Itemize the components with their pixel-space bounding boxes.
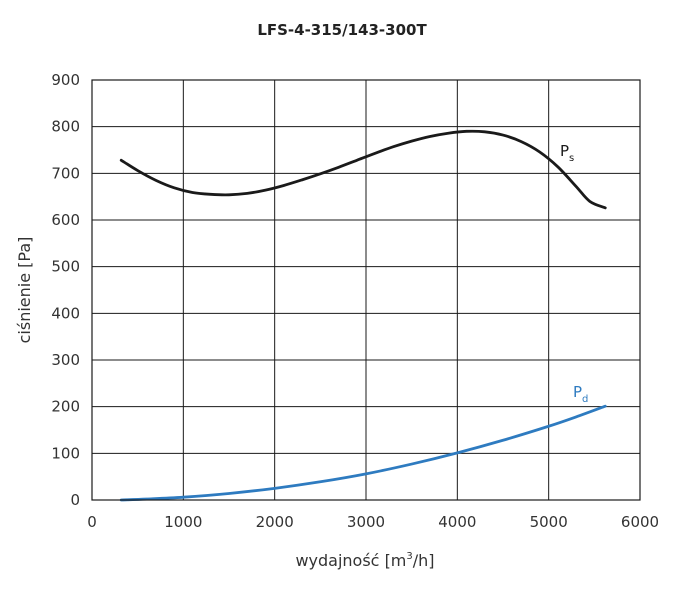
y-tick-label: 500 bbox=[51, 258, 80, 276]
y-tick-label: 400 bbox=[51, 304, 80, 322]
x-tick-label: 1000 bbox=[164, 513, 202, 531]
x-tick-label: 0 bbox=[87, 513, 97, 531]
y-tick-label: 700 bbox=[51, 164, 80, 182]
series-line-ps bbox=[119, 129, 607, 210]
x-tick-label: 2000 bbox=[256, 513, 294, 531]
y-tick-label: 100 bbox=[51, 444, 80, 462]
plot-frame bbox=[91, 79, 641, 501]
series-group bbox=[119, 129, 607, 502]
x-axis-label: wydajność [m3/h] bbox=[295, 551, 434, 570]
y-tick-label: 0 bbox=[70, 491, 80, 509]
y-tick-label: 800 bbox=[51, 118, 80, 136]
x-tick-label: 5000 bbox=[530, 513, 568, 531]
x-axis-ticks: 0 1000 2000 3000 4000 5000 6000 bbox=[87, 513, 659, 531]
y-tick-label: 200 bbox=[51, 398, 80, 416]
series-label-ps: Ps bbox=[560, 142, 574, 164]
chart-title: LFS-4-315/143-300T bbox=[257, 21, 427, 39]
series-label-pd: Pd bbox=[573, 383, 588, 405]
y-tick-label: 300 bbox=[51, 351, 80, 369]
series-line-pd bbox=[119, 404, 607, 502]
x-tick-label: 3000 bbox=[347, 513, 385, 531]
x-tick-label: 4000 bbox=[438, 513, 476, 531]
x-tick-label: 6000 bbox=[621, 513, 659, 531]
y-tick-label: 900 bbox=[51, 71, 80, 89]
y-axis-label: ciśnienie [Pa] bbox=[15, 237, 34, 344]
y-axis-ticks: 0 100 200 300 400 500 600 700 800 900 bbox=[51, 71, 80, 509]
y-tick-label: 600 bbox=[51, 211, 80, 229]
grid bbox=[91, 79, 641, 501]
